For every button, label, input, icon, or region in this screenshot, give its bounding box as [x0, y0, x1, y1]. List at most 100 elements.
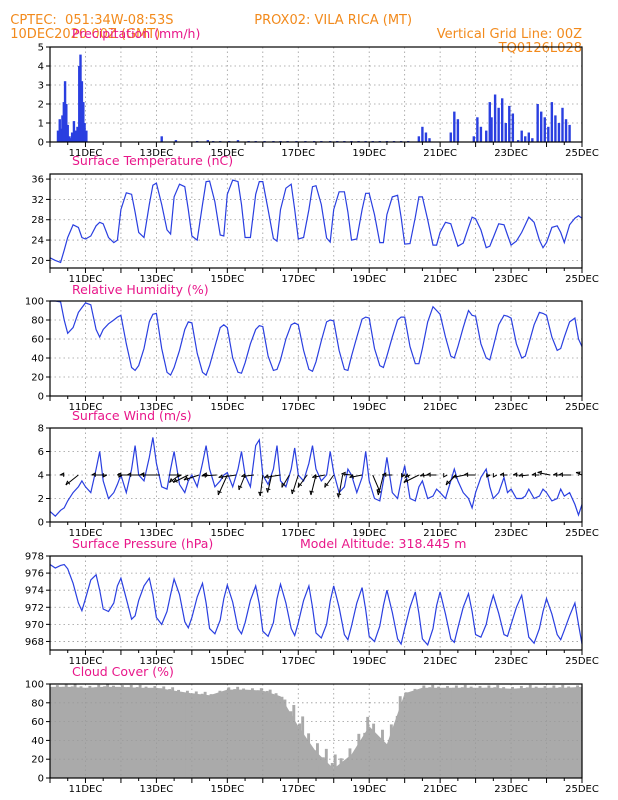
- x-tick-label: 21DEC: [423, 528, 457, 539]
- x-tick-label: 15DEC: [210, 148, 244, 159]
- wind-arrow-head: [217, 490, 222, 496]
- cloud-bar: [534, 686, 538, 778]
- x-tick-label: 25DEC: [565, 784, 599, 795]
- y-tick-label: 0: [38, 518, 44, 529]
- cloud-bar: [475, 688, 479, 778]
- cloud-bar: [463, 684, 467, 778]
- cloud-bar: [144, 686, 148, 778]
- precip-bar: [485, 130, 488, 142]
- cloud-bar: [283, 699, 287, 778]
- x-tick-label: 17DEC: [281, 528, 315, 539]
- x-tick-label: 13DEC: [140, 402, 174, 413]
- cloud-bar: [484, 687, 488, 778]
- cloud-bar: [212, 697, 216, 778]
- cloud-bar: [117, 687, 121, 778]
- cloud-bar: [295, 729, 299, 778]
- precip-bar: [85, 130, 88, 142]
- cloud-bar: [440, 690, 444, 778]
- y-tick-label: 4: [38, 62, 44, 73]
- cloud-bar: [342, 775, 346, 778]
- cloud-bar: [508, 689, 512, 778]
- precip-bar: [476, 117, 479, 142]
- cloud-bar: [150, 688, 154, 778]
- cloud-bar: [348, 748, 352, 778]
- wind-arrow-head: [558, 472, 563, 477]
- y-tick-label: 20: [31, 373, 44, 384]
- precip-bar: [550, 102, 554, 142]
- header-model-code: TQ0126L028: [498, 41, 582, 56]
- precip-bar: [424, 132, 428, 142]
- cloud-bar: [395, 715, 399, 778]
- y-tick-label: 40: [31, 736, 44, 747]
- cloud-bar: [185, 690, 189, 778]
- x-tick-label: 19DEC: [352, 148, 386, 159]
- cloud-bar: [97, 684, 101, 778]
- y-tick-label: 36: [31, 175, 44, 186]
- cloud-bar: [301, 716, 305, 778]
- cloud-bar: [100, 688, 104, 778]
- wind-arrow-shaft: [264, 474, 281, 478]
- x-tick-label: 13DEC: [140, 784, 174, 795]
- wind-arrow-head: [426, 472, 431, 477]
- cloud-bar: [103, 686, 107, 778]
- cloud-bar: [573, 687, 577, 778]
- precip-bar: [472, 136, 476, 142]
- cloud-bar: [67, 688, 71, 778]
- precip-bar: [59, 128, 63, 142]
- cloud-bar: [221, 693, 225, 778]
- cloud-bar: [552, 685, 556, 778]
- x-tick-label: 13DEC: [140, 148, 174, 159]
- cloud-bar: [218, 690, 222, 778]
- cloud-bar: [525, 687, 529, 778]
- x-tick-label: 19DEC: [352, 528, 386, 539]
- cloud-bar: [404, 692, 408, 778]
- x-tick-label: 21DEC: [423, 402, 457, 413]
- wind-arrow-shaft: [445, 474, 457, 486]
- cloud-bar: [481, 690, 485, 778]
- cloud-bar: [383, 752, 387, 778]
- cloud-bar: [141, 688, 145, 778]
- x-tick-label: 25DEC: [565, 148, 599, 159]
- cloud-bar: [363, 732, 367, 778]
- precip-bar: [63, 81, 67, 142]
- cloud-bar: [333, 754, 337, 778]
- precip-bar: [547, 126, 550, 142]
- wind-arrow-head: [512, 472, 518, 477]
- cloud-bar: [123, 689, 127, 778]
- precip-bar: [421, 126, 424, 142]
- cloud-bar: [318, 765, 322, 778]
- cloud-bar: [165, 690, 169, 778]
- x-tick-label: 17DEC: [281, 784, 315, 795]
- cloud-bar: [50, 689, 53, 778]
- cloud-bar: [112, 685, 115, 778]
- cloud-bar: [159, 688, 163, 778]
- x-tick-label: 21DEC: [423, 274, 457, 285]
- cloud-bar: [460, 687, 464, 778]
- cloud-bar: [245, 692, 248, 778]
- precip-bar: [536, 104, 539, 142]
- cloud-bar: [576, 685, 579, 778]
- x-tick-label: 15DEC: [210, 528, 244, 539]
- panel-rh: Relative Humidity (%) 0 20 40 60 80 100 11DEC 13…: [25, 282, 599, 413]
- cloud-bar: [230, 691, 234, 778]
- precip-bar: [554, 115, 557, 142]
- wind-arrow-head: [349, 474, 354, 479]
- cloud-bar: [52, 687, 56, 778]
- cloud-bar: [502, 687, 506, 778]
- cloud-bar: [357, 733, 361, 778]
- precip-bar: [72, 121, 76, 142]
- y-tick-label: 5: [38, 43, 44, 54]
- cloud-bar: [79, 686, 83, 778]
- cloud-bar: [58, 689, 62, 778]
- cloud-bar: [555, 689, 559, 778]
- cloud-bar: [277, 698, 281, 778]
- precip-bar: [69, 138, 73, 142]
- cloud-bar: [487, 685, 491, 778]
- cloud-bar: [472, 690, 476, 778]
- cloud-bar: [138, 684, 142, 778]
- wind-arrow-head: [486, 473, 491, 478]
- panel-cloud: Cloud Cover (%) 0 20 40 60 80 100 11DEC 13DEC 15D…: [25, 664, 599, 795]
- cloud-bar: [129, 685, 133, 778]
- cloud-bar: [558, 687, 562, 778]
- cloud-bar: [265, 690, 269, 778]
